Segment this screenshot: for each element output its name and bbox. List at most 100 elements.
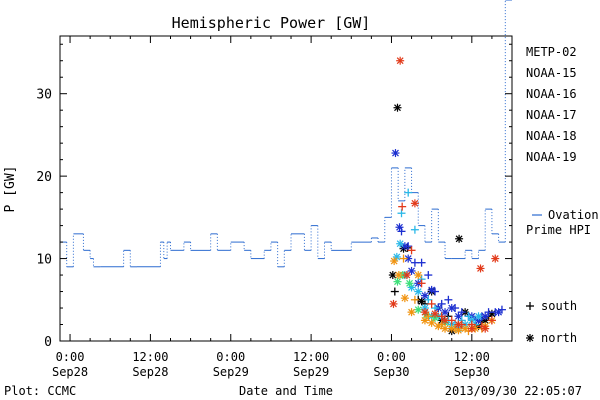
noaa-15-south-point bbox=[484, 308, 493, 317]
noaa-15-south-point bbox=[397, 227, 406, 236]
x-tick-date-label: Sep30 bbox=[454, 365, 490, 379]
star-stroke bbox=[421, 308, 429, 316]
x-tick-date-label: Sep28 bbox=[132, 365, 168, 379]
noaa-19-south-point bbox=[467, 320, 476, 329]
noaa-19-south-point bbox=[407, 246, 416, 255]
star-stroke bbox=[431, 310, 439, 318]
y-tick-label: 10 bbox=[36, 253, 52, 268]
metp-02-north-point bbox=[393, 103, 402, 112]
noaa-19-south-point bbox=[457, 320, 466, 329]
noaa-16-south-point bbox=[397, 209, 406, 218]
noaa-19-south-point bbox=[427, 299, 436, 308]
noaa-19-north-point bbox=[396, 56, 405, 65]
noaa-15-south-point bbox=[417, 258, 426, 267]
star-stroke bbox=[406, 279, 413, 287]
star-stroke bbox=[411, 199, 419, 207]
noaa-15-south-point bbox=[404, 242, 413, 251]
noaa-15-north-point bbox=[395, 223, 404, 232]
noaa-18-north-point bbox=[400, 294, 409, 303]
star-stroke bbox=[477, 265, 484, 272]
plot-timestamp: 2013/09/30 22:05:07 bbox=[445, 384, 582, 398]
noaa-15-south-point bbox=[457, 308, 466, 317]
star-stroke bbox=[418, 298, 426, 305]
satellite-legend: METP-02 NOAA-15 NOAA-16 NOAA-17 NOAA-18 NOAA-… bbox=[526, 45, 577, 164]
star-stroke bbox=[461, 325, 469, 333]
noaa-15-south-point bbox=[491, 308, 500, 317]
noaa-18-south-point bbox=[399, 254, 408, 263]
star-stroke bbox=[396, 57, 404, 65]
noaa-18-north-point bbox=[390, 257, 399, 266]
plot-frame bbox=[59, 35, 513, 342]
star-stroke bbox=[481, 325, 489, 333]
noaa-16-north-point bbox=[392, 252, 401, 261]
star-stroke bbox=[395, 271, 403, 279]
noaa-18-south-point bbox=[451, 324, 460, 333]
x-tick-date-label: Sep28 bbox=[52, 365, 88, 379]
noaa-15-south-point bbox=[451, 304, 460, 313]
noaa-19-north-point bbox=[402, 271, 411, 280]
star-stroke bbox=[455, 326, 462, 334]
legend-noaa-15: NOAA-15 bbox=[526, 66, 577, 80]
marker-legend-north bbox=[526, 334, 534, 342]
noaa-18-north-point bbox=[427, 318, 436, 327]
x-tick-date-label: Sep29 bbox=[293, 365, 329, 379]
star-stroke bbox=[390, 257, 398, 265]
star-stroke bbox=[421, 292, 429, 300]
star-stroke bbox=[396, 240, 404, 248]
star-stroke bbox=[455, 235, 463, 243]
star-stroke bbox=[441, 325, 449, 333]
noaa-16-south-point bbox=[404, 188, 413, 197]
star-stroke bbox=[396, 223, 403, 231]
noaa-15-south-point bbox=[410, 258, 419, 267]
star-stroke bbox=[421, 316, 429, 324]
noaa-16-south-point bbox=[410, 225, 419, 234]
noaa-19-north-point bbox=[430, 309, 439, 318]
noaa-18-north-point bbox=[414, 271, 423, 280]
ovation-legend-label: Ovation bbox=[548, 208, 599, 222]
points-layer bbox=[388, 56, 506, 336]
legend-noaa-19: NOAA-19 bbox=[526, 150, 577, 164]
noaa-18-south-point bbox=[437, 320, 446, 329]
noaa-15-north-point bbox=[454, 312, 463, 321]
noaa-19-north-point bbox=[389, 299, 398, 308]
star-stroke bbox=[475, 312, 482, 320]
marker-legend-south bbox=[526, 302, 534, 310]
star-stroke bbox=[389, 271, 397, 279]
noaa-19-south-point bbox=[417, 279, 426, 288]
noaa-19-north-point bbox=[491, 254, 500, 263]
ovation-layer bbox=[60, 0, 512, 268]
x-tick-time-label: 12:00 bbox=[293, 350, 329, 364]
star-stroke bbox=[491, 255, 499, 262]
noaa-15-south-point bbox=[424, 271, 433, 280]
noaa-15-north-point bbox=[420, 291, 429, 300]
noaa-18-south-point bbox=[424, 312, 433, 321]
noaa-19-south-point bbox=[447, 316, 456, 325]
x-tick-date-label: Sep29 bbox=[213, 365, 249, 379]
marker-legend: south north bbox=[526, 299, 577, 345]
metp-02-north-point bbox=[455, 234, 464, 243]
legend-metp-02: METP-02 bbox=[526, 45, 577, 59]
star-stroke bbox=[390, 300, 397, 308]
star-stroke bbox=[394, 104, 401, 112]
star-stroke bbox=[408, 308, 415, 316]
x-tick-time-label: 12:00 bbox=[454, 350, 490, 364]
noaa-15-south-point bbox=[444, 295, 453, 304]
noaa-18-north-point bbox=[420, 316, 429, 325]
noaa-17-north-point bbox=[414, 305, 423, 314]
noaa-19-south-point bbox=[487, 316, 496, 325]
plot-area bbox=[59, 35, 513, 342]
noaa-16-north-point bbox=[396, 239, 405, 248]
noaa-15-north-point bbox=[407, 266, 416, 275]
noaa-15-south-point bbox=[437, 299, 446, 308]
x-axis-label: Date and Time bbox=[239, 384, 333, 398]
y-tick-label: 0 bbox=[44, 335, 52, 350]
legend-noaa-16: NOAA-16 bbox=[526, 87, 577, 101]
noaa-16-north-point bbox=[414, 287, 423, 296]
star-stroke bbox=[394, 278, 401, 286]
x-tick-date-label: Sep30 bbox=[373, 365, 409, 379]
noaa-19-north-point bbox=[441, 316, 450, 325]
legend-noaa-17: NOAA-17 bbox=[526, 108, 577, 122]
